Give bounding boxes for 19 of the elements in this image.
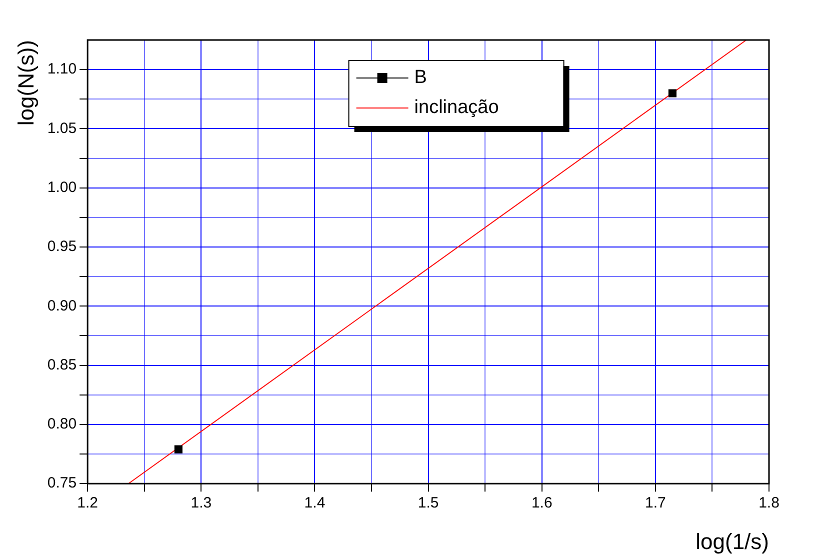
y-tick-label: 1.10 [47,60,77,78]
x-axis-title: log(1/s) [696,528,769,554]
legend-label: inclinação [414,97,499,118]
x-tick-label: 1.2 [77,494,98,512]
y-tick-label: 0.95 [47,238,77,256]
x-tick-label: 1.3 [190,494,212,512]
x-tick-label: 1.6 [531,494,552,512]
y-axis-title: log(N(s)) [13,40,38,126]
y-tick-label: 1.00 [47,179,77,196]
x-tick-label: 1.5 [418,494,439,512]
x-tick-label: 1.8 [758,494,780,512]
legend-label: B [414,67,427,88]
x-tick-label: 1.4 [304,494,326,512]
y-tick-label: 1.05 [47,120,77,137]
y-tick-label: 0.75 [47,474,77,492]
x-tick-label: 1.7 [645,494,666,512]
y-tick-label: 0.80 [47,416,77,433]
y-tick-label: 0.90 [47,297,77,314]
y-tick-label: 0.85 [47,356,77,374]
